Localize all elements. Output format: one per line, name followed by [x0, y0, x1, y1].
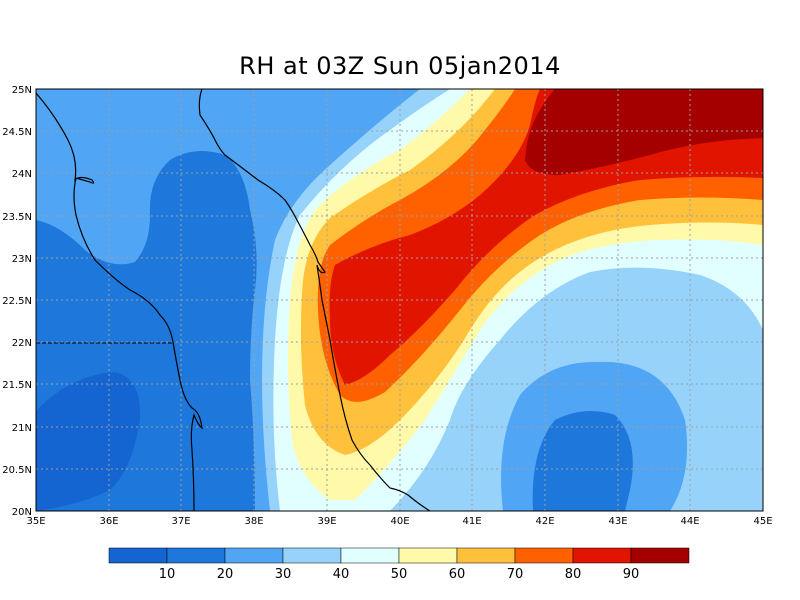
colorbar-swatch [514, 547, 574, 564]
lat-tick: 23.5N [2, 212, 32, 223]
lon-tick: 41E [462, 516, 481, 527]
lat-tick: 23N [12, 254, 32, 265]
lon-tick: 45E [753, 516, 772, 527]
lat-tick: 25N [12, 85, 32, 96]
colorbar-swatch [340, 547, 400, 564]
lon-axis: 35E 36E 37E 38E 39E 40E 41E 42E 43E 44E … [26, 516, 772, 527]
lat-tick: 20.5N [2, 465, 32, 476]
map-grid [36, 89, 763, 511]
colorbar-swatch [108, 547, 168, 564]
colorbar-label: 60 [449, 567, 466, 582]
lat-axis: 20N 20.5N 21N 21.5N 22N 22.5N 23N 23.5N … [2, 85, 32, 518]
lon-tick: 35E [26, 516, 45, 527]
map-title: RH at 03Z Sun 05jan2014 [239, 52, 561, 80]
colorbar-label: 40 [333, 567, 350, 582]
coastline [35, 88, 431, 512]
colorbar-label: 80 [565, 567, 582, 582]
colorbar-swatch [166, 547, 226, 564]
lat-tick: 24.5N [2, 127, 32, 138]
colorbar: 10 20 30 40 50 60 70 80 90 [108, 547, 690, 582]
rh-band-0-10-sw [36, 372, 141, 511]
colorbar-label: 10 [159, 567, 176, 582]
colorbar-swatch [224, 547, 284, 564]
lat-tick: 22N [12, 338, 32, 349]
lat-tick: 20N [12, 507, 32, 518]
colorbar-swatch [572, 547, 632, 564]
colorbar-swatch [456, 547, 516, 564]
lat-tick: 22.5N [2, 296, 32, 307]
lon-tick: 39E [317, 516, 336, 527]
lon-tick: 44E [680, 516, 699, 527]
rh-band-80-90 [329, 89, 763, 385]
colorbar-label: 90 [623, 567, 640, 582]
colorbar-swatch [398, 547, 458, 564]
colorbar-label: 70 [507, 567, 524, 582]
lon-tick: 36E [99, 516, 118, 527]
lon-tick: 43E [608, 516, 627, 527]
rh-band-90-100 [525, 89, 763, 175]
lat-tick: 24N [12, 169, 32, 180]
lon-tick: 37E [171, 516, 190, 527]
colorbar-swatch [630, 547, 690, 564]
colorbar-swatch [282, 547, 342, 564]
colorbar-label: 50 [391, 567, 408, 582]
plot-frame [35, 88, 764, 512]
lon-tick: 40E [390, 516, 409, 527]
lon-tick: 42E [535, 516, 554, 527]
rh-band-10-20-se [532, 411, 633, 511]
colorbar-label: 20 [217, 567, 234, 582]
lon-tick: 38E [244, 516, 263, 527]
lat-tick: 21N [12, 423, 32, 434]
lat-tick: 21.5N [2, 380, 32, 391]
colorbar-label: 30 [275, 567, 292, 582]
